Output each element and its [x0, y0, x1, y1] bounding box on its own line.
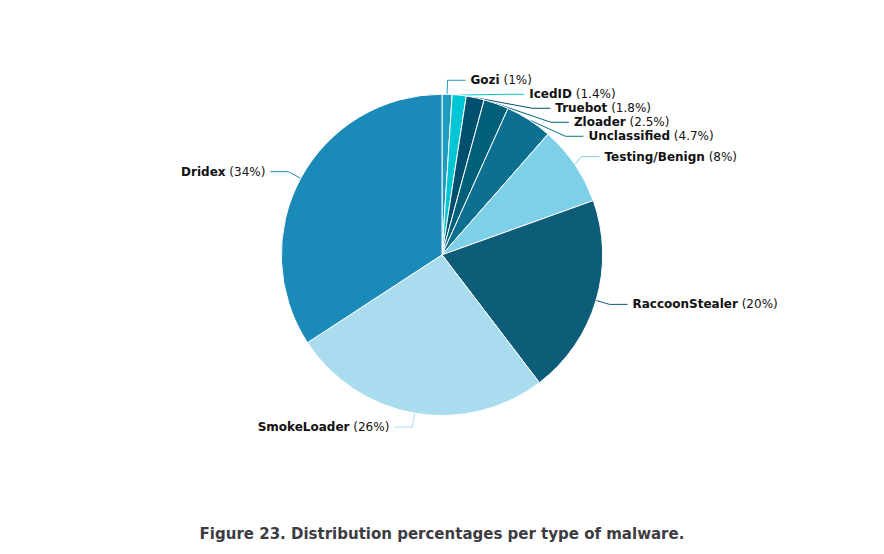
svg-text:(4.7%): (4.7%): [670, 129, 714, 143]
svg-text:(8%): (8%): [705, 150, 737, 164]
svg-text:(2.5%): (2.5%): [626, 115, 670, 129]
svg-text:Gozi: Gozi: [471, 73, 500, 87]
svg-text:Truebot: Truebot: [555, 101, 607, 115]
svg-text:RaccoonStealer: RaccoonStealer: [632, 297, 737, 311]
svg-text:Figure 23. Distribution percen: Figure 23. Distribution percentages per …: [200, 525, 685, 543]
svg-text:(20%): (20%): [738, 297, 778, 311]
svg-text:Zloader: Zloader: [574, 115, 626, 129]
svg-text:Dridex: Dridex: [181, 165, 226, 179]
svg-text:(1%): (1%): [500, 73, 532, 87]
svg-text:Testing/Benign: Testing/Benign: [605, 150, 705, 164]
svg-text:Unclassified: Unclassified: [588, 129, 670, 143]
svg-text:IcedID: IcedID: [529, 87, 572, 101]
svg-text:(1.8%): (1.8%): [607, 101, 651, 115]
svg-text:(26%): (26%): [349, 420, 389, 434]
svg-text:(1.4%): (1.4%): [572, 87, 616, 101]
svg-text:SmokeLoader: SmokeLoader: [258, 420, 350, 434]
svg-text:(34%): (34%): [226, 165, 266, 179]
